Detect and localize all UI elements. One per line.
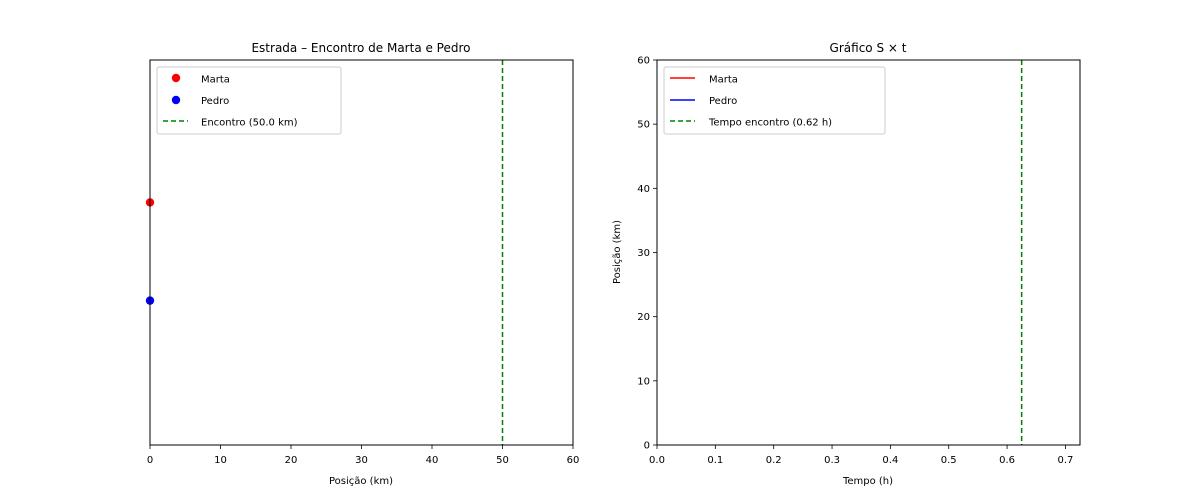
legend-label-encontro: Encontro (50.0 km) [201, 118, 298, 129]
x-tick-label: 20 [285, 455, 298, 466]
road-chart-title: Estrada – Encontro de Marta e Pedro [251, 41, 470, 55]
x-tick-label: 40 [426, 455, 439, 466]
x-tick-label: 50 [496, 455, 509, 466]
x-tick-label: 10 [214, 455, 227, 466]
position-time-chart-legend-box [663, 66, 886, 135]
position-time-chart: Gráfico S × t 0.0 0.1 0.2 0.3 0.4 0.5 0.6 0.7 0… [612, 41, 1081, 487]
y-tick-label: 20 [637, 312, 650, 323]
x-tick-label: 0.4 [882, 455, 898, 466]
position-time-chart-ylabel: Posição (km) [612, 220, 623, 284]
legend-marker-pedro [171, 95, 181, 105]
legend-label-marta: Marta [709, 75, 738, 86]
y-tick-label: 50 [637, 120, 650, 131]
x-tick-label: 0.0 [649, 455, 665, 466]
x-tick-label: 0.5 [941, 455, 957, 466]
legend-label-pedro: Pedro [709, 96, 737, 107]
legend-label-pedro: Pedro [201, 96, 229, 107]
x-tick-label: 0.6 [999, 455, 1015, 466]
x-tick-label: 0.2 [766, 455, 782, 466]
road-chart-legend-box [156, 66, 342, 135]
road-chart-legend: Marta Pedro Encontro (50.0 km) [156, 66, 342, 135]
legend-label-marta: Marta [201, 75, 230, 86]
position-time-chart-title: Gráfico S × t [830, 41, 907, 55]
x-tick-label: 60 [567, 455, 580, 466]
x-tick-label: 30 [355, 455, 368, 466]
y-tick-label: 30 [637, 248, 650, 259]
road-chart-xlabel: Posição (km) [329, 476, 393, 487]
x-tick-label: 0.1 [707, 455, 723, 466]
x-tick-label: 0.3 [824, 455, 840, 466]
y-tick-label: 10 [637, 376, 650, 387]
y-tick-label: 0 [644, 441, 650, 452]
road-chart: Estrada – Encontro de Marta e Pedro 0 10 2… [145, 41, 580, 487]
y-tick-label: 60 [637, 56, 650, 67]
legend-label-tempo-encontro: Tempo encontro (0.62 h) [708, 118, 832, 129]
x-tick-label: 0.7 [1057, 455, 1073, 466]
position-time-chart-xlabel: Tempo (h) [842, 476, 893, 487]
position-time-chart-legend: Marta Pedro Tempo encontro (0.62 h) [663, 66, 886, 135]
x-tick-label: 0 [147, 455, 153, 466]
legend-marker-marta [171, 73, 181, 83]
y-tick-label: 40 [637, 184, 650, 195]
